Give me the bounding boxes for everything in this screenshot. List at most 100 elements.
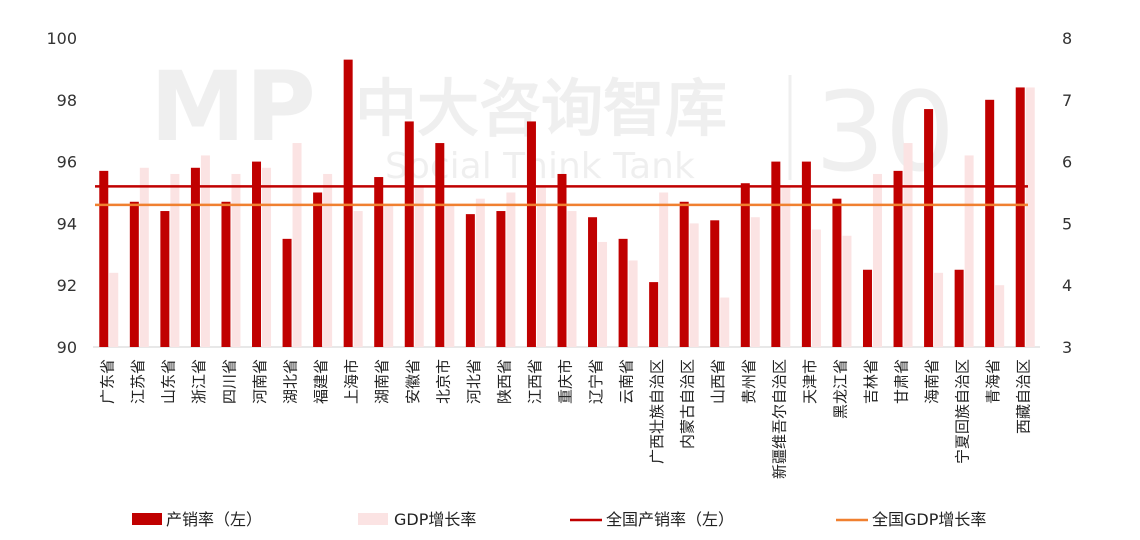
x-tick-label: 吉林省 (862, 359, 880, 404)
legend-label: 产销率（左） (166, 510, 262, 529)
bar-production-sales-rate (954, 269, 964, 347)
y-left-tick-label: 96 (57, 153, 77, 172)
legend-swatch (358, 513, 388, 525)
legend: 产销率（左） GDP增长率 全国产销率（左） 全国GDP增长率 (132, 510, 986, 529)
bar-gdp-growth (781, 186, 791, 347)
x-tick-label: 贵州省 (740, 359, 758, 404)
bar-gdp-growth (170, 173, 180, 347)
x-tick-label: 重庆市 (557, 359, 575, 404)
bar-production-sales-rate (496, 211, 506, 347)
bar-gdp-growth (995, 285, 1005, 347)
plot-area: 90 92 94 96 98 100 3 4 5 6 7 8 广东省 江苏省 山东省 浙江省 四川省 河南省 湖北省… (46, 29, 1072, 479)
x-tick-label: 四川省 (220, 359, 238, 404)
y-left-tick-label: 94 (57, 214, 77, 233)
bar-production-sales-rate (924, 109, 934, 347)
y-left-tick-label: 100 (46, 29, 77, 48)
bar-production-sales-rate (129, 201, 139, 347)
bar-gdp-growth (689, 223, 699, 347)
x-tick-label: 湖南省 (373, 359, 391, 404)
bar-gdp-growth (536, 186, 546, 347)
x-tick-label: 宁夏回族自治区 (954, 359, 972, 464)
bar-gdp-growth (200, 155, 210, 347)
bar-production-sales-rate (985, 99, 995, 347)
x-tick-label: 广东省 (98, 359, 116, 404)
x-tick-label: 浙江省 (190, 359, 208, 404)
watermark-name: 中大咨询智库 (355, 72, 727, 145)
x-tick-label: 内蒙古自治区 (679, 359, 697, 449)
x-tick-label: 山西省 (709, 359, 727, 404)
x-tick-label: 湖北省 (282, 359, 300, 404)
bar-gdp-growth (414, 186, 424, 347)
bar-gdp-growth (903, 143, 913, 347)
bar-production-sales-rate (649, 282, 659, 347)
bar-production-sales-rate (465, 214, 475, 347)
bar-production-sales-rate (557, 173, 567, 347)
bar-gdp-growth (964, 155, 974, 347)
legend-label: GDP增长率 (394, 510, 476, 529)
bar-production-sales-rate (435, 143, 445, 347)
bar-gdp-growth (872, 173, 882, 347)
bar-production-sales-rate (221, 201, 231, 347)
x-tick-label: 辽宁省 (587, 359, 605, 404)
bar-gdp-growth (353, 211, 363, 347)
bar-production-sales-rate (313, 192, 323, 347)
x-tick-label: 安徽省 (404, 359, 422, 404)
bar-production-sales-rate (190, 167, 200, 347)
x-tick-label: 新疆维吾尔自治区 (770, 359, 788, 479)
bar-gdp-growth (506, 192, 516, 347)
bar-production-sales-rate (801, 161, 811, 347)
watermark-subtitle: Social Think Tank (385, 146, 695, 187)
x-tick-label: 云南省 (618, 359, 636, 404)
x-tick-label: 河南省 (251, 359, 269, 404)
legend-label: 全国GDP增长率 (872, 510, 986, 529)
y-right-tick-label: 6 (1062, 153, 1072, 172)
y-right-tick-label: 8 (1062, 29, 1072, 48)
bar-production-sales-rate (740, 183, 750, 347)
bar-gdp-growth (720, 297, 730, 347)
x-tick-label: 江苏省 (129, 359, 147, 404)
bar-production-sales-rate (282, 238, 292, 347)
bar-production-sales-rate (862, 269, 872, 347)
bar-production-sales-rate (99, 170, 109, 347)
bar-production-sales-rate (588, 217, 598, 347)
y-right-tick-label: 3 (1062, 338, 1072, 357)
y-left-tick-label: 90 (57, 338, 77, 357)
bar-gdp-growth (109, 272, 119, 347)
x-tick-label: 福建省 (312, 359, 330, 404)
bar-gdp-growth (598, 241, 608, 347)
bar-production-sales-rate (1015, 87, 1025, 347)
bar-production-sales-rate (710, 220, 720, 347)
x-tick-label: 黑龙江省 (831, 359, 849, 419)
x-tick-label: 山东省 (159, 359, 177, 404)
y-right-tick-label: 5 (1062, 214, 1072, 233)
bar-gdp-growth (384, 204, 394, 347)
bar-gdp-growth (811, 229, 821, 347)
bar-gdp-growth (567, 211, 577, 347)
x-tick-label: 广西壮族自治区 (648, 359, 666, 464)
x-tick-label: 北京市 (434, 359, 452, 404)
bar-production-sales-rate (404, 121, 414, 348)
bar-gdp-growth (659, 192, 669, 347)
bar-production-sales-rate (893, 170, 903, 347)
bar-production-sales-rate (526, 121, 536, 348)
legend-label: 全国产销率（左） (606, 510, 734, 529)
bar-production-sales-rate (618, 238, 628, 347)
x-tick-label: 海南省 (923, 359, 941, 404)
x-tick-label: 江西省 (526, 359, 544, 404)
y-left-tick-label: 92 (57, 276, 77, 295)
bar-gdp-growth (231, 173, 241, 347)
bar-gdp-growth (628, 260, 638, 347)
bar-production-sales-rate (160, 211, 170, 347)
bar-gdp-growth (445, 204, 455, 347)
bar-gdp-growth (292, 143, 302, 347)
x-tick-label: 上海市 (343, 359, 361, 404)
bar-production-sales-rate (771, 161, 781, 347)
x-tick-label: 青海省 (984, 359, 1002, 404)
bar-gdp-growth (750, 217, 760, 347)
bar-gdp-growth (842, 235, 852, 347)
y-right-tick-label: 7 (1062, 91, 1072, 110)
bar-production-sales-rate (343, 59, 353, 347)
x-tick-label: 河北省 (465, 359, 483, 404)
legend-swatch (132, 513, 162, 525)
